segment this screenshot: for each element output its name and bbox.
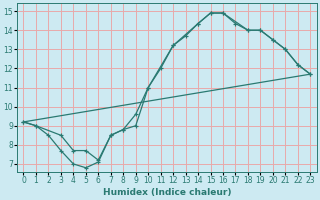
X-axis label: Humidex (Indice chaleur): Humidex (Indice chaleur)	[103, 188, 231, 197]
